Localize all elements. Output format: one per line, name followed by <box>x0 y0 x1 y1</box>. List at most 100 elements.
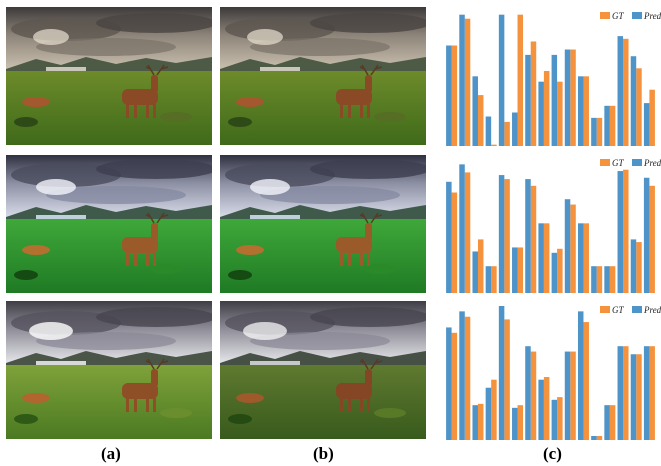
bar-pred-5 <box>512 407 518 440</box>
legend-label-gt: GT <box>612 305 624 315</box>
bar-pred-5 <box>512 247 518 293</box>
bar-gt-3 <box>491 266 497 293</box>
bar-gt-12 <box>609 405 616 440</box>
bar-chart-svg-row1: GT Pred <box>446 11 661 147</box>
bar-pred-1 <box>459 14 465 147</box>
bar-pred-6 <box>525 346 531 440</box>
bar-gt-10 <box>583 76 589 146</box>
bar-pred-10 <box>577 76 584 146</box>
bar-chart-row3: GT Pred <box>440 300 661 440</box>
bar-pred-1 <box>459 311 465 440</box>
bar-gt-3 <box>491 379 497 440</box>
bar-pred-8 <box>551 54 558 146</box>
bar-gt-12 <box>609 266 616 293</box>
legend-label-pred: Pred <box>643 158 661 168</box>
bar-pred-13 <box>617 36 624 146</box>
bar-pred-8 <box>551 399 558 440</box>
bar-gt-7 <box>543 70 550 146</box>
bar-gt-6 <box>530 41 537 147</box>
bar-pred-1 <box>459 164 465 293</box>
bar-pred-9 <box>564 199 571 293</box>
bar-pred-10 <box>577 311 584 440</box>
legend-swatch-gt <box>600 306 610 313</box>
bar-gt-3 <box>491 144 497 146</box>
bar-pred-14 <box>630 239 637 293</box>
bar-pred-0 <box>446 181 452 293</box>
bar-gt-12 <box>609 105 616 146</box>
bar-gt-0 <box>451 192 458 293</box>
bar-pred-6 <box>525 54 531 146</box>
bar-gt-10 <box>583 322 589 440</box>
bar-pred-15 <box>643 177 650 293</box>
bar-pred-13 <box>617 171 624 293</box>
bar-gt-8 <box>557 248 563 293</box>
legend-swatch-gt <box>600 159 610 166</box>
bar-gt-14 <box>636 354 642 440</box>
legend-swatch-pred <box>632 306 642 313</box>
bar-gt-13 <box>623 38 629 146</box>
caption-b: (b) <box>313 444 334 463</box>
bar-pred-0 <box>446 45 452 146</box>
caption-c: (c) <box>543 444 562 463</box>
bar-gt-8 <box>557 397 563 440</box>
photo-output-row1 <box>220 7 426 145</box>
bar-pred-3 <box>485 387 492 440</box>
bar-pred-12 <box>604 405 610 440</box>
bar-gt-1 <box>464 172 471 293</box>
bar-pred-3 <box>485 266 492 293</box>
bar-pred-12 <box>604 105 610 146</box>
bar-gt-13 <box>623 346 629 440</box>
bar-gt-8 <box>557 81 563 146</box>
bar-gt-9 <box>570 204 576 293</box>
bar-gt-1 <box>464 18 471 147</box>
caption-a: (a) <box>101 444 121 463</box>
bar-gt-10 <box>583 223 589 293</box>
legend-label-gt: GT <box>612 11 624 21</box>
bar-gt-11 <box>596 117 603 146</box>
bar-gt-5 <box>517 247 524 293</box>
bar-pred-7 <box>538 81 544 146</box>
bar-chart-row1: GT Pred <box>440 6 661 147</box>
bar-gt-14 <box>636 242 642 293</box>
bar-gt-15 <box>649 89 655 146</box>
bar-pred-4 <box>498 14 505 147</box>
bar-pred-8 <box>551 252 558 293</box>
bar-pred-9 <box>564 351 571 440</box>
bar-pred-11 <box>591 435 597 440</box>
bar-gt-4 <box>504 319 510 440</box>
legend-swatch-pred <box>632 159 642 166</box>
bar-gt-9 <box>570 49 576 146</box>
bar-gt-2 <box>477 239 484 293</box>
bar-pred-2 <box>472 405 478 440</box>
bar-gt-0 <box>451 332 458 440</box>
photo-input-row3 <box>6 301 212 439</box>
bar-pred-2 <box>472 251 478 293</box>
bar-pred-11 <box>591 266 597 293</box>
bar-pred-3 <box>485 116 492 146</box>
bar-gt-0 <box>451 45 458 146</box>
bar-gt-15 <box>649 185 655 293</box>
legend-swatch-gt <box>600 12 610 19</box>
bar-pred-5 <box>512 112 518 146</box>
bar-gt-5 <box>517 14 524 147</box>
bar-gt-1 <box>464 316 471 440</box>
bar-gt-14 <box>636 68 642 146</box>
bar-chart-svg-row3: GT Pred <box>446 305 661 440</box>
legend-label-gt: GT <box>612 158 624 168</box>
bar-gt-11 <box>596 266 603 293</box>
bar-pred-12 <box>604 266 610 293</box>
bar-gt-7 <box>543 223 550 293</box>
bar-pred-7 <box>538 223 544 293</box>
bar-gt-9 <box>570 351 576 440</box>
bar-gt-4 <box>504 179 510 293</box>
bar-gt-11 <box>596 435 603 440</box>
photo-input-row2 <box>6 155 212 293</box>
bar-pred-10 <box>577 223 584 293</box>
bar-gt-6 <box>530 351 537 440</box>
bar-pred-14 <box>630 354 637 440</box>
photo-output-row3 <box>220 301 426 439</box>
photo-input-row1 <box>6 7 212 145</box>
bar-gt-13 <box>623 169 629 293</box>
legend-label-pred: Pred <box>643 11 661 21</box>
bar-pred-11 <box>591 117 597 146</box>
